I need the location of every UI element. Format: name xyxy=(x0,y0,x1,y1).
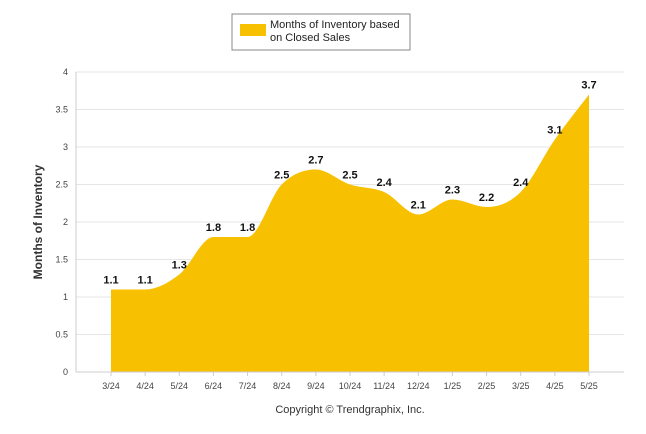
y-axis-title: Months of Inventory xyxy=(31,164,45,279)
axes: 0 0.5 1 1.5 2 2.5 3 3.5 4 3/24 4/24 5/24 6/24 7/24 8/2… xyxy=(55,67,624,391)
y-tick-label: 0.5 xyxy=(55,330,68,340)
x-tick-label: 5/25 xyxy=(580,381,598,391)
area-fill xyxy=(111,94,589,372)
data-label: 2.5 xyxy=(342,170,357,182)
x-tick-label: 1/25 xyxy=(444,381,462,391)
x-tick-label: 4/24 xyxy=(136,381,154,391)
copyright-text: Copyright © Trendgraphix, Inc. xyxy=(275,404,424,416)
x-tick-label: 3/24 xyxy=(102,381,120,391)
x-tick-label: 5/24 xyxy=(171,381,189,391)
data-label: 1.3 xyxy=(172,260,187,272)
legend-swatch xyxy=(240,24,266,36)
x-tick-label: 3/25 xyxy=(512,381,530,391)
data-label: 1.8 xyxy=(240,222,255,234)
data-labels: 1.1 1.1 1.3 1.8 1.8 2.5 2.7 2.5 2.4 2.1 2.3 2.2 2.4 3… xyxy=(103,80,596,287)
legend-label-line1: Months of Inventory based xyxy=(270,19,400,31)
x-tick-label: 2/25 xyxy=(478,381,496,391)
x-tick-label: 12/24 xyxy=(407,381,430,391)
data-label: 2.2 xyxy=(479,192,494,204)
x-tick-label: 6/24 xyxy=(205,381,223,391)
data-label: 3.7 xyxy=(581,80,596,92)
data-label: 2.1 xyxy=(411,200,426,212)
x-tick-label: 10/24 xyxy=(339,381,362,391)
data-label: 2.3 xyxy=(445,185,460,197)
data-label: 1.8 xyxy=(206,222,221,234)
data-label: 2.5 xyxy=(274,170,289,182)
y-tick-label: 2 xyxy=(63,217,68,227)
data-label: 1.1 xyxy=(103,275,118,287)
y-tick-label: 0 xyxy=(63,367,68,377)
data-label: 3.1 xyxy=(547,125,562,137)
data-label: 2.4 xyxy=(513,177,529,189)
data-label: 1.1 xyxy=(137,275,152,287)
y-tick-label: 2.5 xyxy=(55,180,68,190)
data-label: 2.7 xyxy=(308,155,323,167)
x-tick-label: 11/24 xyxy=(373,381,395,391)
y-tick-label: 1.5 xyxy=(55,255,68,265)
y-tick-label: 4 xyxy=(63,67,68,77)
y-tick-label: 3 xyxy=(63,142,68,152)
legend: Months of Inventory based on Closed Sale… xyxy=(231,13,411,51)
y-tick-label: 1 xyxy=(63,292,68,302)
x-tick-label: 9/24 xyxy=(307,381,325,391)
legend-label-line2: on Closed Sales xyxy=(270,32,351,44)
x-tick-label: 8/24 xyxy=(273,381,291,391)
data-label: 2.4 xyxy=(376,177,392,189)
x-tick-label: 7/24 xyxy=(239,381,257,391)
y-tick-label: 3.5 xyxy=(55,105,68,115)
x-tick-label: 4/25 xyxy=(546,381,564,391)
area-series xyxy=(111,94,589,372)
